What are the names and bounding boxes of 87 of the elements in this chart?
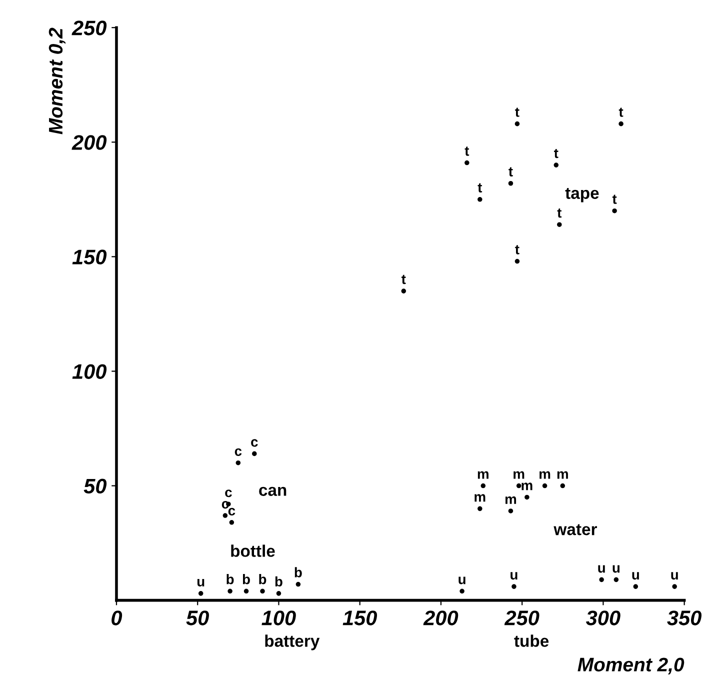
point (244, 588, 249, 594)
text: m (557, 471, 568, 479)
text: b (275, 576, 282, 587)
point (599, 577, 604, 582)
point (560, 483, 566, 488)
y-tick-label: 200 (72, 135, 107, 150)
text: m (540, 471, 550, 479)
x-axis-title: Moment 2,0 (578, 658, 684, 674)
point (542, 483, 548, 488)
x-tick-label: 150 (342, 610, 378, 626)
y-tick-label: 250 (72, 20, 107, 36)
x-tick-label: 50 (186, 610, 209, 626)
point (460, 588, 464, 594)
x-tick-label: 250 (504, 610, 540, 626)
text: t (508, 167, 513, 176)
y-tick-label: 100 (72, 364, 107, 379)
x-tick-label: 0 (112, 610, 122, 626)
text: battery (265, 634, 320, 650)
point (478, 197, 482, 202)
text: t (515, 245, 520, 254)
point (228, 588, 232, 594)
text: t (402, 274, 406, 284)
text: b (242, 574, 250, 584)
point (236, 460, 241, 466)
point (252, 451, 257, 456)
point (508, 180, 514, 186)
point (464, 160, 470, 166)
point (508, 508, 514, 514)
point (512, 584, 516, 589)
point (222, 513, 228, 518)
text: c (251, 439, 258, 447)
point (198, 591, 204, 596)
point (260, 588, 265, 594)
text: t (612, 194, 617, 204)
text: u (598, 565, 605, 573)
text: u (632, 572, 639, 580)
point (612, 208, 617, 214)
point (401, 288, 406, 294)
text: u (510, 572, 518, 580)
text: b (259, 574, 266, 584)
annotation: tape (565, 188, 599, 202)
y-axis-title: Moment 0,2 (48, 28, 66, 134)
point (480, 483, 486, 488)
text: t (557, 208, 562, 218)
annotation: can (259, 486, 286, 496)
text: tube (514, 634, 549, 647)
annotation: bottle (231, 544, 275, 557)
series-label: u (612, 565, 620, 573)
point (524, 494, 530, 500)
y-tick-label: 50 (84, 478, 107, 494)
text: u (671, 572, 678, 580)
text: m (478, 471, 488, 479)
point (554, 162, 559, 168)
x-tick-label: 350 (667, 610, 702, 626)
text: u (197, 579, 204, 587)
point (229, 520, 234, 525)
text: c (225, 490, 232, 498)
text: t (515, 108, 520, 117)
point (514, 258, 520, 264)
annotation: water (554, 524, 598, 536)
x-tick-label: 100 (262, 610, 296, 626)
point (557, 222, 562, 228)
point (276, 591, 282, 596)
series-label: t (464, 146, 470, 156)
text: m (474, 494, 486, 502)
point (614, 577, 619, 582)
text: m (514, 471, 524, 479)
series-label: b (294, 567, 302, 578)
point (516, 483, 522, 488)
text: m (505, 496, 516, 504)
point (478, 506, 482, 512)
point (633, 584, 638, 589)
text: t (554, 148, 558, 158)
series-label: m (522, 482, 532, 490)
point (618, 121, 624, 126)
y-tick-label: 150 (72, 250, 107, 264)
text: c (228, 508, 236, 516)
text: u (458, 576, 466, 584)
text: t (478, 183, 482, 192)
x-tick-label: 200 (423, 610, 458, 626)
text: t (618, 108, 624, 117)
point (296, 582, 301, 587)
point (514, 121, 520, 126)
x-tick-label: 300 (586, 610, 620, 626)
point (672, 584, 677, 589)
text: b (226, 574, 234, 584)
text: c (234, 448, 242, 456)
